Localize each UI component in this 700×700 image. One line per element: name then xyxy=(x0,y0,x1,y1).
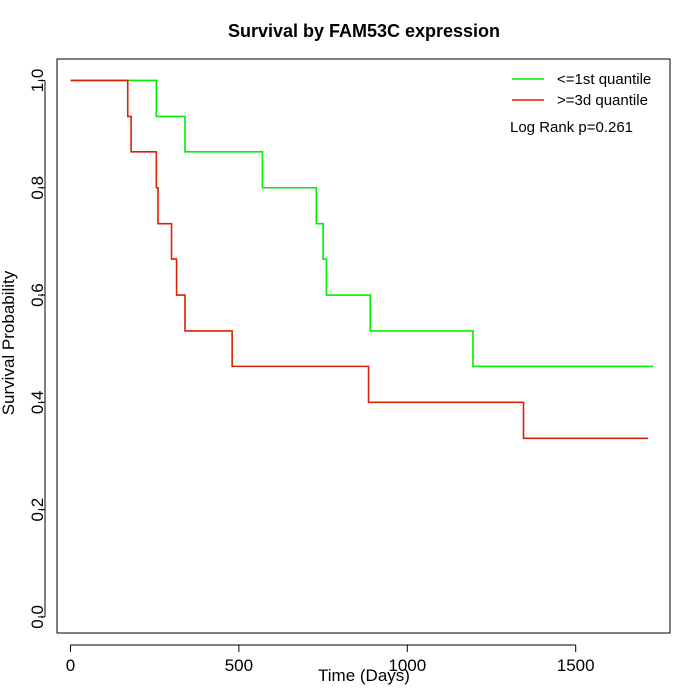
survival-curve-2 xyxy=(70,79,649,440)
chart-title: Survival by FAM53C expression xyxy=(228,21,500,41)
legend: <=1st quantile >=3d quantile xyxy=(512,71,651,109)
y-tick-label: 1.0 xyxy=(28,69,47,93)
y-tick-label: 0.6 xyxy=(28,283,47,307)
legend-label-1: <=1st quantile xyxy=(557,71,651,88)
y-tick-label: 0.8 xyxy=(28,176,47,200)
x-tick-label: 1500 xyxy=(557,656,595,675)
x-tick-label: 500 xyxy=(225,656,253,675)
x-axis-label: Time (Days) xyxy=(318,666,410,685)
y-axis-label: Survival Probability xyxy=(0,270,18,415)
y-tick-label: 0.4 xyxy=(28,391,47,415)
y-tick-label: 0.0 xyxy=(28,605,47,629)
x-tick-label: 0 xyxy=(66,656,75,675)
legend-label-2: >=3d quantile xyxy=(557,92,648,109)
plot-frame xyxy=(56,58,671,634)
log-rank-annotation: Log Rank p=0.261 xyxy=(510,119,633,136)
survival-curves xyxy=(70,79,654,440)
y-axis: 0.0 0.2 0.4 0.6 0.8 1.0 xyxy=(28,69,47,629)
survival-curve-1 xyxy=(70,79,654,368)
x-tick-label: 1000 xyxy=(388,656,426,675)
x-axis: 0 500 1000 1500 xyxy=(66,644,595,675)
y-tick-label: 0.2 xyxy=(28,498,47,522)
